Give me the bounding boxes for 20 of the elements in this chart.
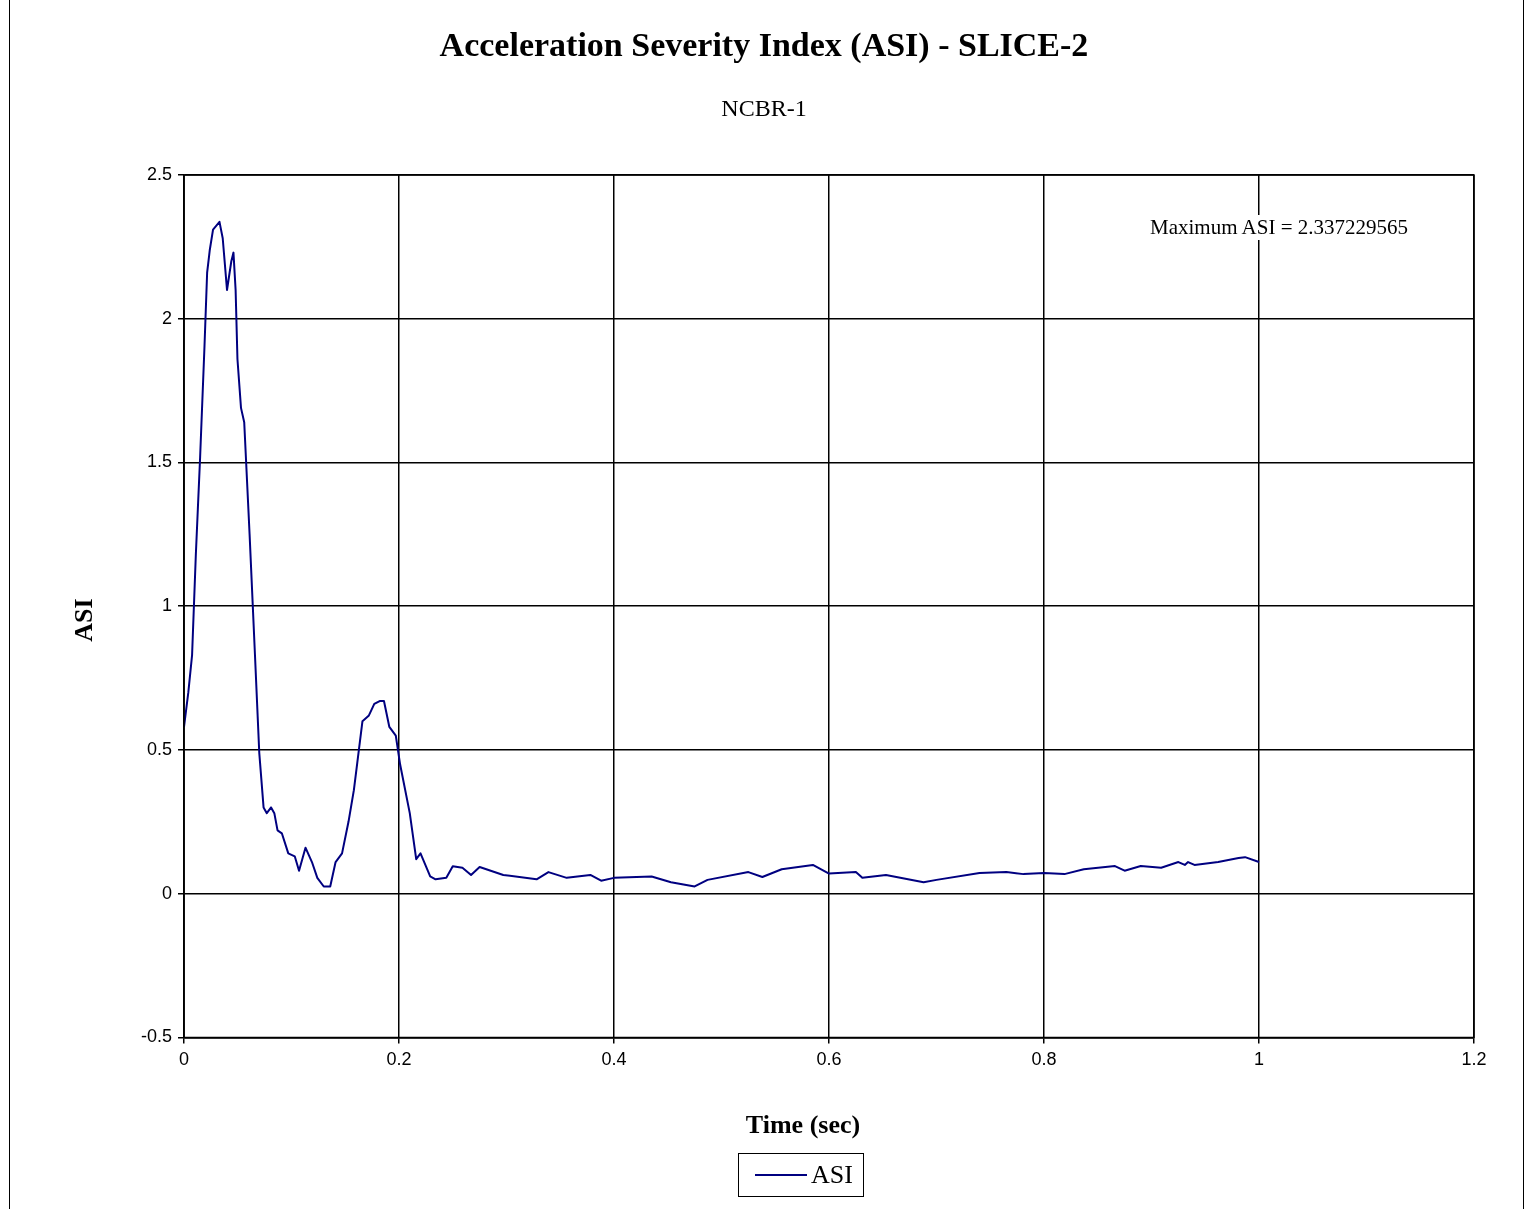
legend-label: ASI: [811, 1160, 853, 1190]
y-tick-label: 0: [162, 882, 173, 903]
x-tick-label: 0.6: [816, 1049, 842, 1070]
y-tick-label: 0.5: [146, 738, 173, 759]
x-axis-title: Time (sec): [744, 1110, 862, 1140]
y-tick-label: 2.5: [146, 163, 173, 184]
x-tick-label: 0.8: [1031, 1049, 1057, 1070]
x-tick-label: 1: [1253, 1049, 1265, 1070]
x-tick-label: 1.2: [1461, 1049, 1487, 1070]
annotation: Maximum ASI = 2.337229565: [1147, 215, 1410, 240]
x-tick-label: 0.2: [386, 1049, 412, 1070]
chart-title: Acceleration Severity Index (ASI) - SLICE-2: [438, 26, 1090, 64]
x-tick-label: 0.4: [601, 1049, 627, 1070]
y-tick-label: 1.5: [146, 451, 173, 472]
y-tick-label: 2: [162, 307, 173, 328]
y-tick-label: -0.5: [140, 1026, 173, 1047]
y-axis-title: ASI: [69, 598, 99, 642]
chart-subtitle: NCBR-1: [720, 95, 808, 122]
y-tick-label: 1: [162, 595, 173, 616]
x-tick-label: 0: [179, 1049, 190, 1070]
